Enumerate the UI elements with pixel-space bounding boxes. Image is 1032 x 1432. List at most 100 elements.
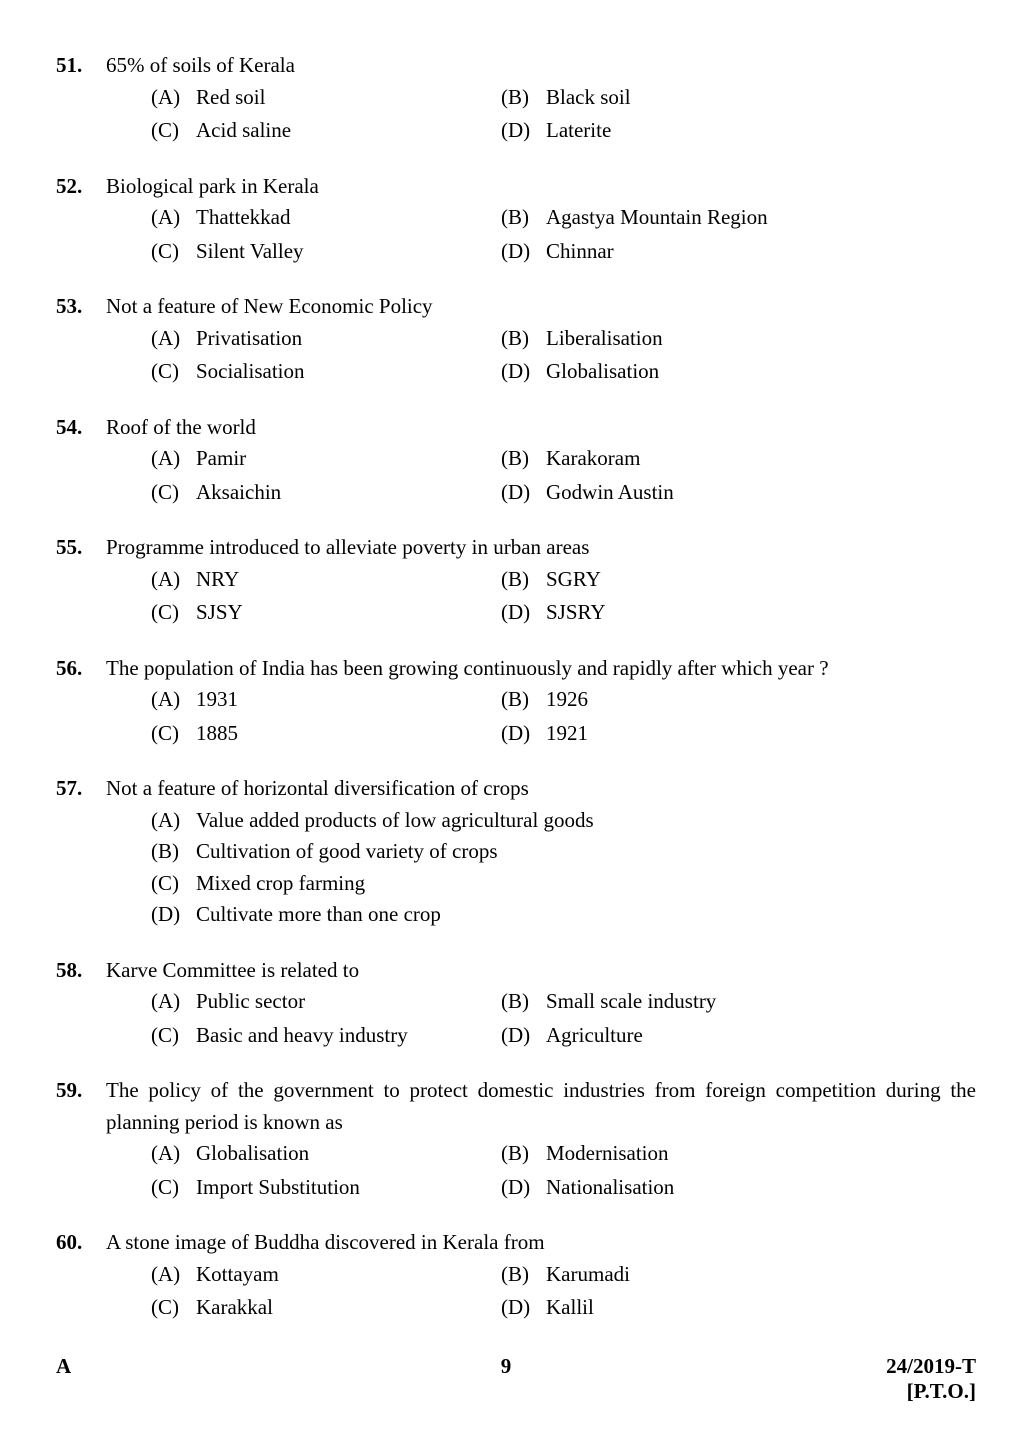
- question-number: 59.: [56, 1075, 106, 1138]
- question-text: Roof of the world: [106, 412, 976, 444]
- option: (D)Cultivate more than one crop: [151, 899, 976, 931]
- question-text: Not a feature of New Economic Policy: [106, 291, 976, 323]
- option-text: Kallil: [546, 1292, 976, 1324]
- option: (C)Silent Valley: [151, 236, 501, 268]
- question-text: Programme introduced to alleviate povert…: [106, 532, 976, 564]
- options-wrap: (A)Value added products of low agricultu…: [151, 805, 976, 931]
- option: (C)Basic and heavy industry: [151, 1020, 501, 1052]
- question-block: 51.65% of soils of Kerala(A)Red soil(B)B…: [56, 50, 976, 147]
- question-block: 57.Not a feature of horizontal diversifi…: [56, 773, 976, 931]
- option-text: Socialisation: [196, 356, 501, 388]
- option: (D)1921: [501, 718, 976, 750]
- footer-pto: [P.T.O.]: [56, 1379, 976, 1404]
- option: (A)1931: [151, 684, 501, 716]
- option: (C)Aksaichin: [151, 477, 501, 509]
- option-text: Cultivate more than one crop: [196, 899, 976, 931]
- question-block: 56.The population of India has been grow…: [56, 653, 976, 750]
- question-text: A stone image of Buddha discovered in Ke…: [106, 1227, 976, 1259]
- option: (A)NRY: [151, 564, 501, 596]
- question-text: Biological park in Kerala: [106, 171, 976, 203]
- options-wrap: (A)Privatisation(B)Liberalisation(C)Soci…: [151, 323, 976, 388]
- question-number: 51.: [56, 50, 106, 82]
- option-text: Kottayam: [196, 1259, 501, 1291]
- option-text: Aksaichin: [196, 477, 501, 509]
- option: (D)Chinnar: [501, 236, 976, 268]
- option-text: 1931: [196, 684, 501, 716]
- option-text: Modernisation: [546, 1138, 976, 1170]
- options-wrap: (A)Kottayam(B)Karumadi(C)Karakkal(D)Kall…: [151, 1259, 976, 1324]
- option-text: SJSRY: [546, 597, 976, 629]
- question-number: 52.: [56, 171, 106, 203]
- option: (C)1885: [151, 718, 501, 750]
- option-label: (B): [501, 82, 546, 114]
- question-block: 59.The policy of the government to prote…: [56, 1075, 976, 1203]
- option: (B)Liberalisation: [501, 323, 976, 355]
- options-wrap: (A)Pamir(B)Karakoram(C)Aksaichin(D)Godwi…: [151, 443, 976, 508]
- exam-page: 51.65% of soils of Kerala(A)Red soil(B)B…: [0, 0, 1032, 1432]
- option-label: (D): [501, 1292, 546, 1324]
- option: (B)Karumadi: [501, 1259, 976, 1291]
- option-text: Karakoram: [546, 443, 976, 475]
- option-text: Liberalisation: [546, 323, 976, 355]
- option-text: SGRY: [546, 564, 976, 596]
- option: (C)Mixed crop farming: [151, 868, 976, 900]
- question-head: 51.65% of soils of Kerala: [56, 50, 976, 82]
- question-text: 65% of soils of Kerala: [106, 50, 976, 82]
- option-text: Value added products of low agricultural…: [196, 805, 976, 837]
- option-text: Privatisation: [196, 323, 501, 355]
- option-text: Pamir: [196, 443, 501, 475]
- option-text: Mixed crop farming: [196, 868, 976, 900]
- option-label: (D): [501, 477, 546, 509]
- question-block: 60.A stone image of Buddha discovered in…: [56, 1227, 976, 1324]
- question-text: Karve Committee is related to: [106, 955, 976, 987]
- option-text: Basic and heavy industry: [196, 1020, 501, 1052]
- option-text: Agastya Mountain Region: [546, 202, 976, 234]
- option-label: (B): [501, 1138, 546, 1170]
- question-block: 53.Not a feature of New Economic Policy(…: [56, 291, 976, 388]
- option: (D)Laterite: [501, 115, 976, 147]
- option-label: (A): [151, 564, 196, 596]
- footer-page-number: 9: [176, 1354, 836, 1379]
- option-label: (A): [151, 323, 196, 355]
- option-label: (C): [151, 477, 196, 509]
- question-number: 57.: [56, 773, 106, 805]
- option-text: Public sector: [196, 986, 501, 1018]
- option-text: Agriculture: [546, 1020, 976, 1052]
- options-wrap: (A)1931(B)1926(C)1885(D)1921: [151, 684, 976, 749]
- question-head: 58.Karve Committee is related to: [56, 955, 976, 987]
- option-label: (A): [151, 82, 196, 114]
- option-label: (C): [151, 868, 196, 900]
- option-text: Red soil: [196, 82, 501, 114]
- option-text: Cultivation of good variety of crops: [196, 836, 976, 868]
- page-footer: A 9 24/2019-T [P.T.O.]: [56, 1354, 976, 1404]
- option-text: Black soil: [546, 82, 976, 114]
- question-text: The population of India has been growing…: [106, 653, 976, 685]
- question-number: 58.: [56, 955, 106, 987]
- option-label: (C): [151, 1292, 196, 1324]
- option: (B)Modernisation: [501, 1138, 976, 1170]
- option-label: (C): [151, 236, 196, 268]
- option-text: Import Substitution: [196, 1172, 501, 1204]
- option: (A)Kottayam: [151, 1259, 501, 1291]
- option: (C)Socialisation: [151, 356, 501, 388]
- question-head: 52.Biological park in Kerala: [56, 171, 976, 203]
- options-wrap: (A)Thattekkad(B)Agastya Mountain Region(…: [151, 202, 976, 267]
- option-label: (A): [151, 684, 196, 716]
- option-label: (D): [501, 115, 546, 147]
- option-label: (A): [151, 443, 196, 475]
- option: (A)Public sector: [151, 986, 501, 1018]
- option-text: SJSY: [196, 597, 501, 629]
- questions-container: 51.65% of soils of Kerala(A)Red soil(B)B…: [56, 50, 976, 1324]
- question-head: 53.Not a feature of New Economic Policy: [56, 291, 976, 323]
- option-text: Small scale industry: [546, 986, 976, 1018]
- question-number: 54.: [56, 412, 106, 444]
- option: (A)Thattekkad: [151, 202, 501, 234]
- option-label: (B): [501, 202, 546, 234]
- option: (B)Black soil: [501, 82, 976, 114]
- question-head: 55.Programme introduced to alleviate pov…: [56, 532, 976, 564]
- option: (B)SGRY: [501, 564, 976, 596]
- option-label: (C): [151, 597, 196, 629]
- option: (A)Red soil: [151, 82, 501, 114]
- option-label: (D): [501, 597, 546, 629]
- question-head: 54.Roof of the world: [56, 412, 976, 444]
